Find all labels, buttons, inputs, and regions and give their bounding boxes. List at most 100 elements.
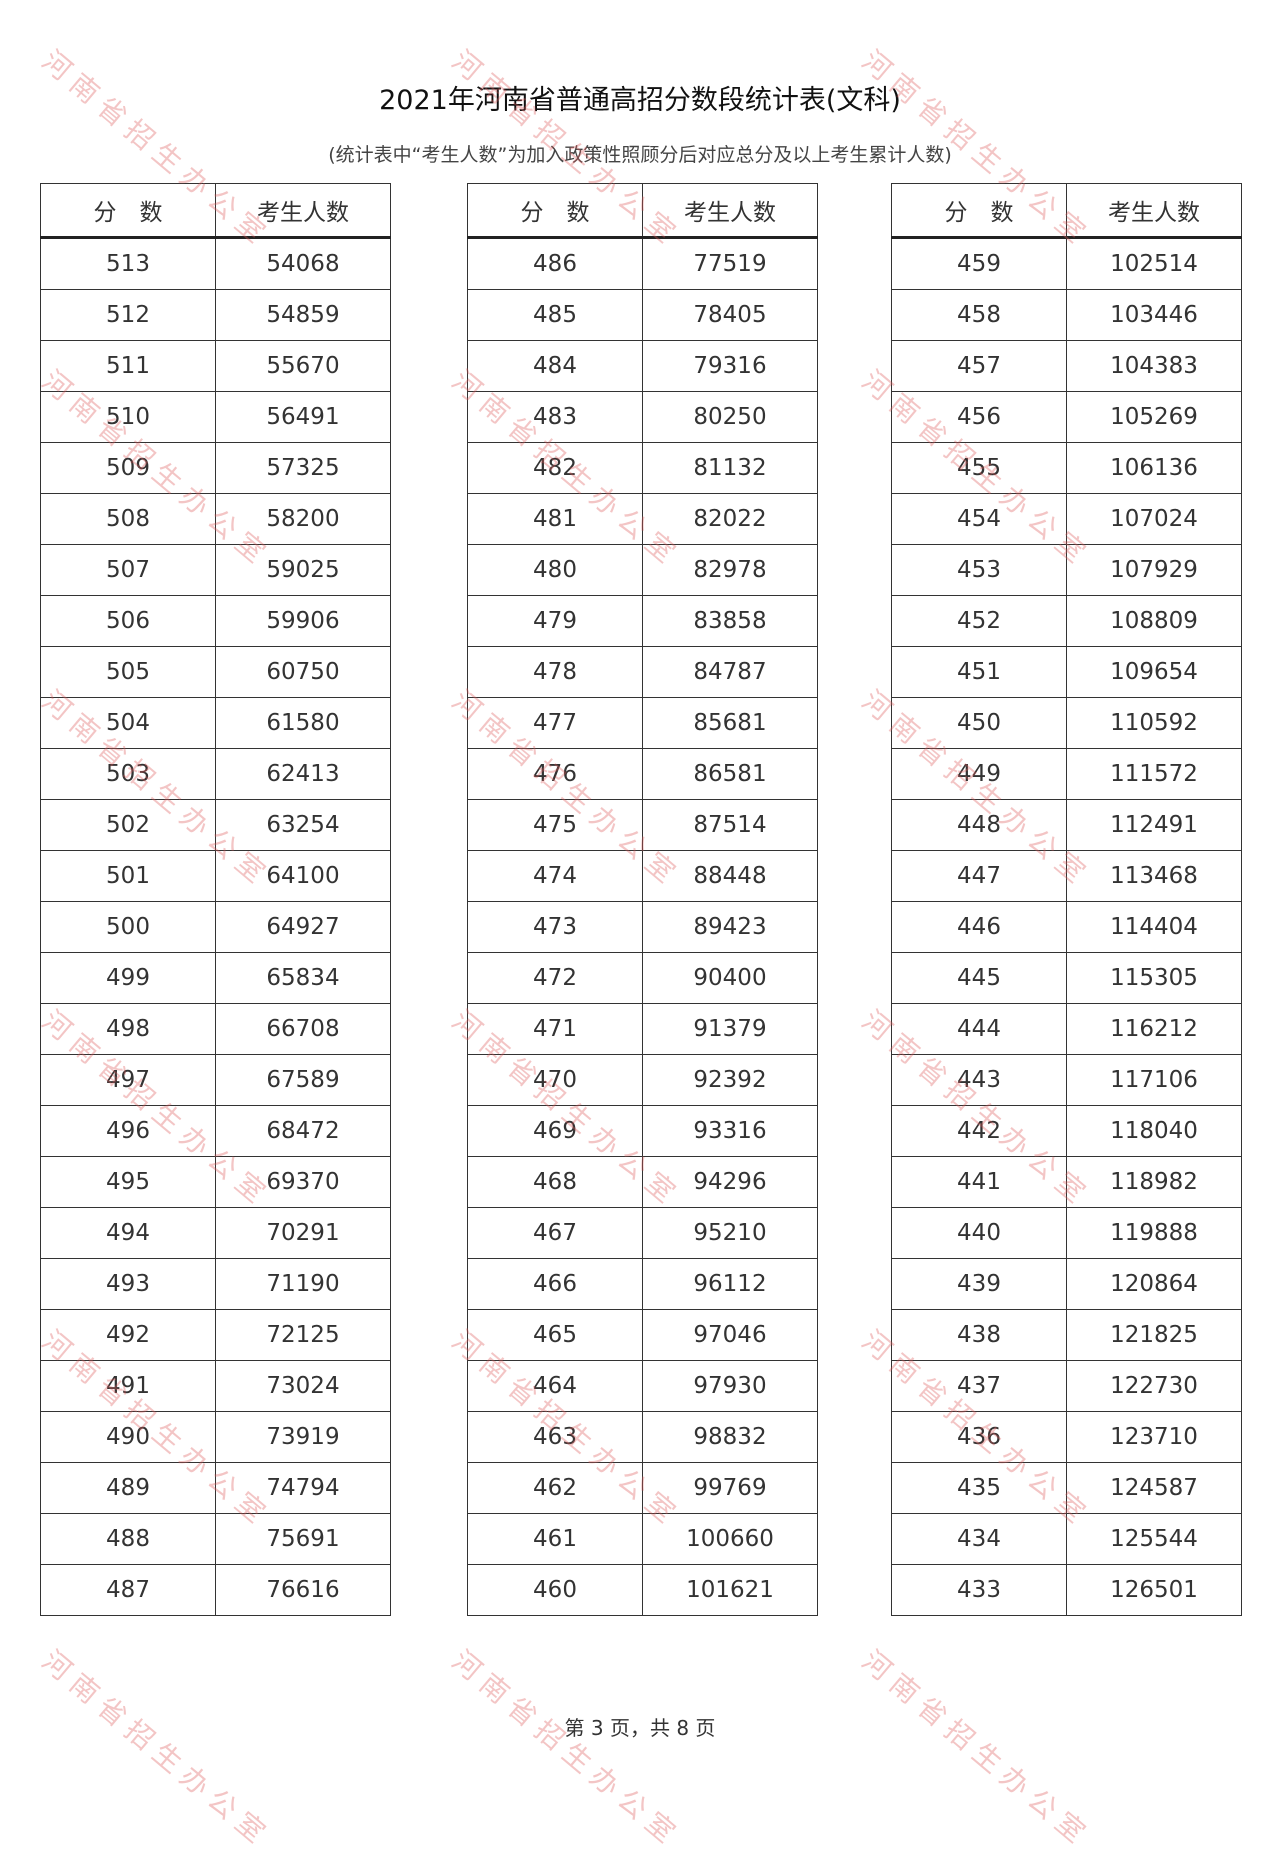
count-cell: 57325 [215,442,391,494]
table-row: 437 122730 [891,1360,1242,1412]
table-row: 510 56491 [40,391,391,443]
table-row: 484 79316 [467,340,818,392]
count-cell: 73919 [215,1411,391,1463]
watermark: 河南省招生办公室 [855,1643,1098,1855]
header-count: 考生人数 [1066,183,1242,239]
score-cell: 491 [40,1360,216,1412]
table-row: 453 107929 [891,544,1242,596]
count-cell: 78405 [642,289,818,341]
score-cell: 493 [40,1258,216,1310]
count-cell: 89423 [642,901,818,953]
header-count: 考生人数 [642,183,818,239]
table-row: 468 94296 [467,1156,818,1208]
table-row: 433 126501 [891,1564,1242,1616]
score-cell: 486 [467,237,643,290]
count-cell: 68472 [215,1105,391,1157]
count-cell: 73024 [215,1360,391,1412]
score-cell: 442 [891,1105,1067,1157]
table-row: 479 83858 [467,595,818,647]
score-cell: 512 [40,289,216,341]
score-cell: 438 [891,1309,1067,1361]
table-row: 501 64100 [40,850,391,902]
score-cell: 498 [40,1003,216,1055]
count-cell: 126501 [1066,1564,1242,1616]
score-cell: 469 [467,1105,643,1157]
score-cell: 451 [891,646,1067,698]
score-cell: 436 [891,1411,1067,1463]
count-cell: 98832 [642,1411,818,1463]
count-cell: 125544 [1066,1513,1242,1565]
count-cell: 62413 [215,748,391,800]
score-cell: 433 [891,1564,1067,1616]
score-cell: 455 [891,442,1067,494]
table-row: 445 115305 [891,952,1242,1004]
count-cell: 92392 [642,1054,818,1106]
score-cell: 470 [467,1054,643,1106]
score-cell: 494 [40,1207,216,1259]
score-cell: 460 [467,1564,643,1616]
score-cell: 447 [891,850,1067,902]
count-cell: 93316 [642,1105,818,1157]
table-row: 491 73024 [40,1360,391,1412]
table-row: 469 93316 [467,1105,818,1157]
count-cell: 94296 [642,1156,818,1208]
watermark: 河南省招生办公室 [445,1643,688,1855]
count-cell: 70291 [215,1207,391,1259]
count-cell: 122730 [1066,1360,1242,1412]
count-cell: 82022 [642,493,818,545]
table-row: 494 70291 [40,1207,391,1259]
score-cell: 496 [40,1105,216,1157]
score-cell: 452 [891,595,1067,647]
table-row: 446 114404 [891,901,1242,953]
score-cell: 513 [40,237,216,290]
score-cell: 461 [467,1513,643,1565]
table-row: 447 113468 [891,850,1242,902]
table-row: 435 124587 [891,1462,1242,1514]
count-cell: 99769 [642,1462,818,1514]
count-cell: 56491 [215,391,391,443]
page-footer: 第 3 页，共 8 页 [564,1716,716,1740]
count-cell: 76616 [215,1564,391,1616]
table-row: 480 82978 [467,544,818,596]
count-cell: 111572 [1066,748,1242,800]
count-cell: 84787 [642,646,818,698]
table-row: 451 109654 [891,646,1242,698]
table-row: 456 105269 [891,391,1242,443]
count-cell: 119888 [1066,1207,1242,1259]
count-cell: 117106 [1066,1054,1242,1106]
score-cell: 465 [467,1309,643,1361]
table-row: 507 59025 [40,544,391,596]
count-cell: 96112 [642,1258,818,1310]
count-cell: 107929 [1066,544,1242,596]
table-row: 464 97930 [467,1360,818,1412]
score-cell: 505 [40,646,216,698]
count-cell: 103446 [1066,289,1242,341]
table-row: 478 84787 [467,646,818,698]
count-cell: 63254 [215,799,391,851]
count-cell: 83858 [642,595,818,647]
count-cell: 121825 [1066,1309,1242,1361]
count-cell: 97930 [642,1360,818,1412]
table-row: 470 92392 [467,1054,818,1106]
count-cell: 75691 [215,1513,391,1565]
count-cell: 110592 [1066,697,1242,749]
score-cell: 478 [467,646,643,698]
table-row: 455 106136 [891,442,1242,494]
table-row: 506 59906 [40,595,391,647]
table-row: 477 85681 [467,697,818,749]
score-cell: 466 [467,1258,643,1310]
count-cell: 60750 [215,646,391,698]
count-cell: 85681 [642,697,818,749]
score-cell: 464 [467,1360,643,1412]
header-score: 分 数 [40,183,216,239]
score-cell: 511 [40,340,216,392]
count-cell: 81132 [642,442,818,494]
score-cell: 473 [467,901,643,953]
score-cell: 509 [40,442,216,494]
table-row: 503 62413 [40,748,391,800]
count-cell: 88448 [642,850,818,902]
score-cell: 434 [891,1513,1067,1565]
table-row: 496 68472 [40,1105,391,1157]
table-row: 448 112491 [891,799,1242,851]
score-table-3: 分 数 考生人数 459 102514 458 103446 457 104383 456 1… [891,183,1242,1616]
